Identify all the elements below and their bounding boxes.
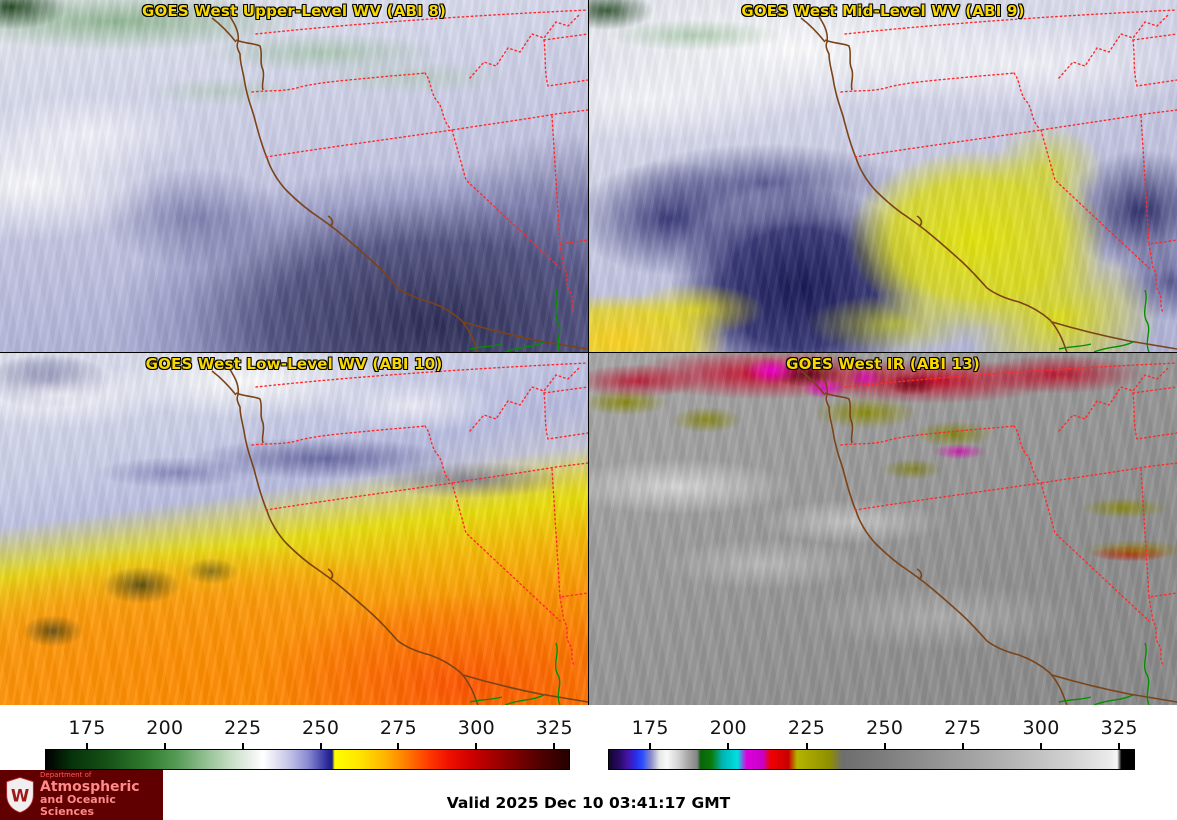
valid-timestamp: Valid 2025 Dec 10 03:41:17 GMT bbox=[446, 794, 731, 812]
ir-colorbar-gradient bbox=[608, 749, 1135, 770]
tick-mark bbox=[397, 743, 400, 749]
ir-colorbar-tick-labels: 175 200 225 250 275 300 325 bbox=[608, 717, 1138, 743]
tick-label: 200 bbox=[146, 717, 184, 739]
ir-colorbar-tick-marks bbox=[608, 743, 1135, 749]
uw-crest-icon: W bbox=[6, 777, 34, 813]
map-borders-overlay bbox=[211, 9, 588, 352]
tick-label: 250 bbox=[302, 717, 340, 739]
wv-colorbar: 175 200 225 250 275 300 325 bbox=[45, 717, 573, 771]
panel-upper-level-wv: GOES West Upper-Level WV (ABI 8) bbox=[0, 0, 588, 352]
ir-colorbar: 175 200 225 250 275 300 325 bbox=[608, 717, 1138, 771]
tick-label: 250 bbox=[866, 717, 904, 739]
tick-mark bbox=[163, 743, 166, 749]
panel-title-upper-wv: GOES West Upper-Level WV (ABI 8) bbox=[141, 2, 447, 20]
tick-label: 225 bbox=[224, 717, 262, 739]
tick-label: 225 bbox=[787, 717, 826, 739]
tick-label: 200 bbox=[709, 717, 747, 739]
panel-ir: GOES West IR (ABI 13) bbox=[589, 353, 1177, 705]
tick-mark bbox=[86, 743, 88, 749]
upper-level-wv-imagery bbox=[0, 0, 588, 352]
logo-text-block: Department of Atmospheric and Oceanic Sc… bbox=[40, 771, 163, 819]
mid-level-wv-imagery bbox=[589, 0, 1177, 352]
wv-colorbar-gradient bbox=[45, 749, 570, 770]
tick-label: 175 bbox=[631, 717, 669, 739]
tick-mark bbox=[553, 743, 556, 749]
tick-mark bbox=[961, 743, 964, 749]
aos-department-logo: W Department of Atmospheric and Oceanic … bbox=[0, 770, 163, 820]
map-borders-overlay bbox=[800, 362, 1177, 705]
tick-label: 275 bbox=[379, 717, 418, 739]
wv-colorbar-tick-marks bbox=[45, 743, 570, 749]
logo-atmospheric-line: Atmospheric bbox=[40, 778, 140, 795]
ir-imagery bbox=[589, 353, 1177, 705]
quad-panel-grid: GOES West Upper-Level WV (ABI 8) GOES We… bbox=[0, 0, 1177, 705]
crest-letter: W bbox=[11, 787, 29, 806]
tick-mark bbox=[727, 743, 730, 749]
wv-colorbar-tick-labels: 175 200 225 250 275 300 325 bbox=[45, 717, 573, 743]
panel-title-mid-wv: GOES West Mid-Level WV (ABI 9) bbox=[741, 2, 1025, 20]
tick-label: 300 bbox=[1022, 717, 1060, 739]
tick-mark bbox=[1040, 743, 1043, 749]
tick-mark bbox=[475, 743, 478, 749]
tick-mark bbox=[805, 743, 808, 749]
panel-title-ir: GOES West IR (ABI 13) bbox=[786, 355, 980, 373]
tick-label: 175 bbox=[68, 717, 106, 739]
tick-mark bbox=[1118, 743, 1121, 749]
logo-department-line: Department of bbox=[40, 771, 92, 780]
tick-mark bbox=[319, 743, 322, 749]
map-borders-overlay bbox=[211, 362, 588, 705]
panel-title-low-wv: GOES West Low-Level WV (ABI 10) bbox=[145, 355, 443, 373]
panel-low-level-wv: GOES West Low-Level WV (ABI 10) bbox=[0, 353, 588, 705]
colorbar-footer-area: 175 200 225 250 275 300 325 175 bbox=[0, 705, 1177, 820]
low-level-wv-imagery bbox=[0, 353, 588, 705]
tick-label: 325 bbox=[1100, 717, 1138, 739]
tick-mark bbox=[649, 743, 652, 749]
map-borders-overlay bbox=[800, 9, 1177, 352]
panel-mid-level-wv: GOES West Mid-Level WV (ABI 9) bbox=[589, 0, 1177, 352]
tick-mark bbox=[883, 743, 886, 749]
tick-mark bbox=[241, 743, 244, 749]
tick-label: 275 bbox=[944, 717, 982, 739]
tick-label: 325 bbox=[535, 717, 573, 739]
logo-oceanic-line: and Oceanic Sciences bbox=[40, 793, 116, 819]
tick-label: 300 bbox=[457, 717, 495, 739]
